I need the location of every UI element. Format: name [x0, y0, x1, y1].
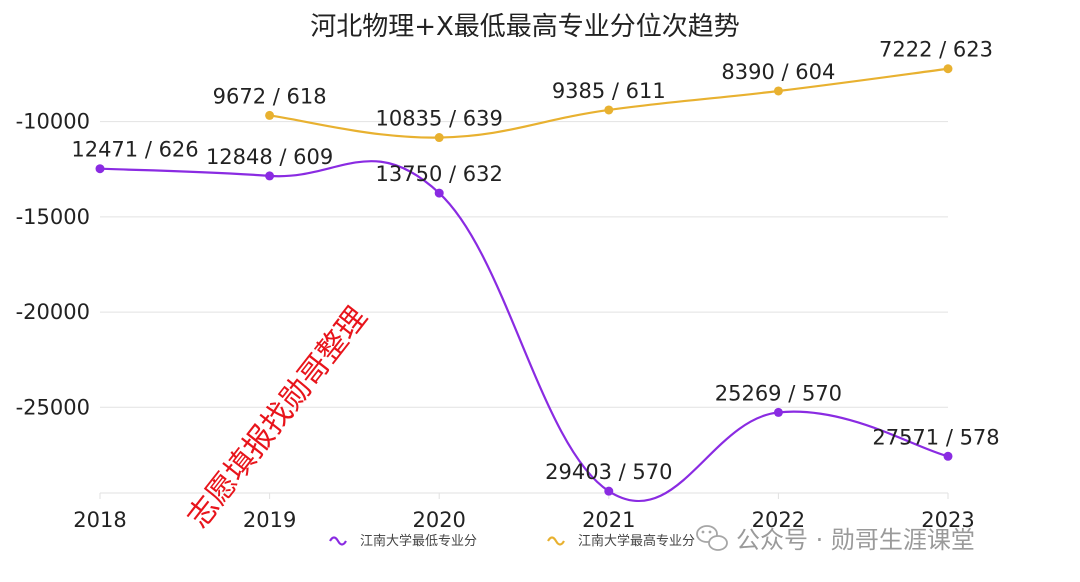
data-label: 12471 / 626 [71, 138, 198, 162]
data-point [604, 486, 614, 496]
x-tick-label: 2023 [921, 508, 974, 532]
data-point [943, 451, 953, 461]
wechat-icon [696, 525, 728, 551]
x-tick-label: 2018 [73, 508, 126, 532]
data-point [943, 64, 953, 74]
chart-title: 河北物理+X最低最高专业分位次趋势 [310, 12, 740, 42]
data-labels: 12471 / 626 12848 / 609 13750 / 632 29403 /… [71, 38, 999, 484]
data-label: 9672 / 618 [213, 84, 327, 108]
legend: 江南大学最低专业分 江南大学最高专业分 [329, 533, 695, 549]
y-tick-label: -15000 [16, 205, 90, 229]
data-point [434, 188, 444, 198]
y-tick-label: -25000 [16, 395, 90, 419]
data-label: 25269 / 570 [715, 381, 842, 405]
data-point [773, 86, 783, 96]
x-tick-label: 2020 [412, 508, 465, 532]
data-label: 10835 / 639 [376, 107, 503, 131]
series-lines [95, 64, 953, 503]
data-point [265, 171, 275, 181]
data-label: 7222 / 623 [879, 38, 993, 62]
data-point [265, 110, 275, 120]
x-tick-label: 2022 [752, 508, 805, 532]
data-label: 8390 / 604 [721, 60, 835, 84]
y-axis-ticks: -10000 -15000 -20000 -25000 [16, 110, 90, 420]
data-point [434, 133, 444, 143]
data-label: 13750 / 632 [376, 162, 503, 186]
grid-lines [100, 121, 948, 494]
wechat-footer: 公众号 · 勋哥生涯课堂 [696, 525, 975, 554]
data-label: 9385 / 611 [552, 79, 666, 103]
y-tick-label: -20000 [16, 300, 90, 324]
data-label: 29403 / 570 [545, 460, 672, 484]
legend-label: 江南大学最低专业分 [360, 533, 477, 549]
data-point [604, 105, 614, 115]
data-label: 12848 / 609 [206, 145, 333, 169]
data-point [95, 164, 105, 174]
legend-swatch [329, 536, 347, 546]
x-tick-label: 2019 [243, 508, 296, 532]
legend-label: 江南大学最高专业分 [578, 533, 695, 549]
series-line [99, 160, 949, 503]
watermark: 志愿填报找勋哥整理 [181, 301, 375, 535]
y-tick-label: -10000 [16, 110, 90, 134]
data-point [773, 407, 783, 417]
data-label: 27571 / 578 [872, 425, 999, 449]
watermark-text: 志愿填报找勋哥整理 [181, 301, 375, 535]
legend-swatch [547, 536, 565, 546]
wechat-footer-text: 公众号 · 勋哥生涯课堂 [736, 526, 975, 554]
x-tick-label: 2021 [582, 508, 635, 532]
x-axis-ticks: 2018 2019 2020 2021 2022 2023 [73, 493, 975, 532]
